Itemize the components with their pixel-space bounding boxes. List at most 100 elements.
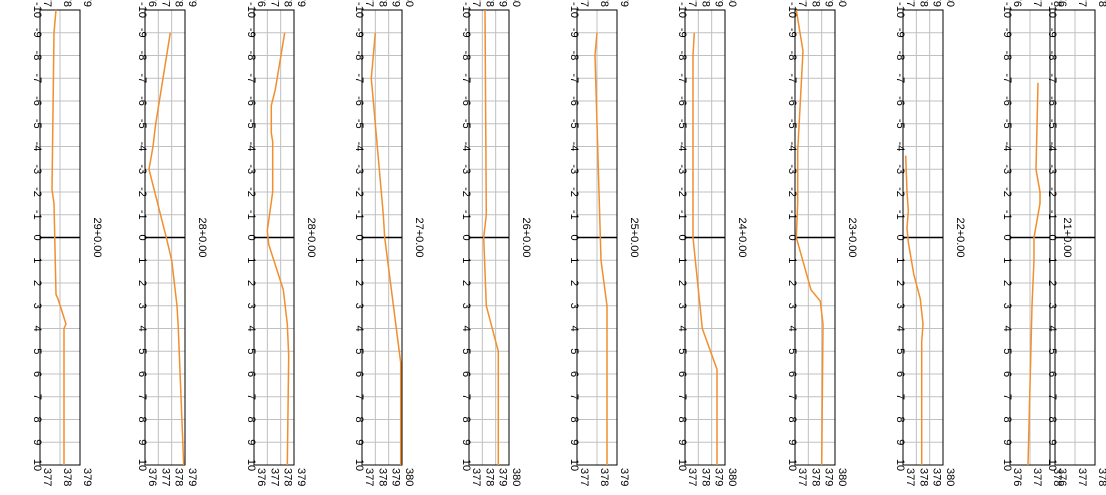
offset-tick-label: 3 [136,303,148,309]
offset-tick-label: -7 [245,73,257,83]
value-tick-label-top: 379 [618,0,630,7]
offset-tick-label: -8 [1001,51,1013,61]
offset-tick-label: -10 [31,2,43,18]
offset-tick-label: 5 [568,348,580,354]
offset-tick-label: 0 [31,234,43,240]
profile-line [482,9,500,465]
panel-11: -10-9-8-7-6-5-4-3-2-10123456789103763763… [1046,0,1106,486]
offset-tick-label: -1 [460,210,472,220]
station-label: 25+0.00 [628,217,640,257]
value-tick-label-top: 380 [510,0,522,7]
offset-tick-label: -2 [136,187,148,197]
offset-tick-label: -9 [353,28,365,38]
offset-tick-label: 4 [786,325,798,331]
offset-tick-label: -10 [353,2,365,18]
offset-tick-label: 6 [136,371,148,377]
offset-tick-label: -3 [786,164,798,174]
value-tick-label-top: 380 [726,0,738,7]
offset-tick-label: 4 [568,325,580,331]
offset-tick-label: 2 [31,280,43,286]
offset-tick-label: -4 [245,142,257,152]
offset-tick-label: 5 [1046,348,1058,354]
offset-tick-label: -5 [460,119,472,129]
offset-tick-label: 3 [786,303,798,309]
value-tick-label-top: 377 [578,0,590,7]
offset-tick-label: -6 [460,96,472,106]
value-tick-label-bottom: 376 [146,468,158,486]
offset-tick-label: -9 [894,28,906,38]
offset-tick-label: -6 [786,96,798,106]
value-tick-label-bottom: 378 [483,468,495,486]
value-tick-label-bottom: 380 [403,468,415,486]
value-tick-label-top: 376 [1011,0,1023,7]
offset-tick-label: 6 [245,371,257,377]
value-tick-label-top: 377 [470,0,482,7]
offset-tick-label: 5 [1001,348,1013,354]
offset-tick-label: 0 [568,234,580,240]
station-label: 23+0.00 [846,217,858,257]
offset-tick-label: 1 [460,257,472,263]
offset-tick-label: -4 [786,142,798,152]
offset-tick-label: 1 [353,257,365,263]
offset-tick-label: -5 [676,119,688,129]
offset-tick-label: 10 [31,459,43,471]
offset-tick-label: 7 [1046,394,1058,400]
offset-tick-label: 10 [353,459,365,471]
profile-line [148,32,185,466]
offset-tick-label: 3 [676,303,688,309]
panel-1: -10-9-8-7-6-5-4-3-2-10123456789103773773… [31,0,103,486]
offset-tick-label: 6 [568,371,580,377]
value-tick-label-top: 377 [686,0,698,7]
offset-tick-label: 7 [894,394,906,400]
offset-tick-label: 2 [568,280,580,286]
offset-tick-label: 3 [894,303,906,309]
value-tick-label-top: 378 [917,0,929,7]
value-tick-label-bottom: 376 [255,468,267,486]
offset-tick-label: 4 [894,325,906,331]
offset-tick-label: 10 [460,459,472,471]
value-tick-label-top: 378 [173,0,185,7]
offset-tick-label: 0 [136,234,148,240]
panel-7: -10-9-8-7-6-5-4-3-2-10123456789103773773… [676,0,748,486]
offset-tick-label: -1 [786,210,798,220]
value-tick-label-bottom: 377 [268,468,280,486]
panel-3: -10-9-8-7-6-5-4-3-2-10123456789103763763… [245,0,317,486]
offset-tick-label: -3 [1046,164,1058,174]
offset-tick-label: 6 [353,371,365,377]
offset-tick-label: -7 [1046,73,1058,83]
value-tick-label-bottom: 379 [823,468,835,486]
value-tick-label-bottom: 380 [726,468,738,486]
offset-tick-label: -4 [676,142,688,152]
offset-tick-label: 7 [136,394,148,400]
offset-tick-label: -1 [136,210,148,220]
offset-tick-label: -10 [568,2,580,18]
station-label: 27+0.00 [413,217,425,257]
offset-tick-label: 4 [676,325,688,331]
offset-tick-label: 1 [786,257,798,263]
value-tick-label-bottom: 377 [1076,468,1088,486]
offset-tick-label: -5 [31,119,43,129]
value-tick-label-top: 377 [1076,0,1088,7]
offset-tick-label: -6 [245,96,257,106]
offset-tick-label: 8 [786,416,798,422]
offset-tick-label: -10 [1001,2,1013,18]
value-tick-label-bottom: 379 [931,468,943,486]
profile-line [904,155,924,465]
offset-tick-label: -4 [1001,142,1013,152]
offset-tick-label: 9 [568,439,580,445]
offset-tick-label: -10 [894,2,906,18]
offset-tick-label: -1 [894,210,906,220]
offset-tick-label: 1 [568,257,580,263]
offset-tick-label: -9 [136,28,148,38]
offset-tick-label: 3 [460,303,472,309]
offset-tick-label: -7 [1001,73,1013,83]
offset-tick-label: 2 [1046,280,1058,286]
offset-tick-label: 0 [894,234,906,240]
offset-tick-label: 3 [245,303,257,309]
value-tick-label-top: 378 [483,0,495,7]
value-tick-label-top: 377 [796,0,808,7]
offset-tick-label: -7 [676,73,688,83]
value-tick-label-top: 376 [255,0,267,7]
offset-tick-label: -7 [136,73,148,83]
